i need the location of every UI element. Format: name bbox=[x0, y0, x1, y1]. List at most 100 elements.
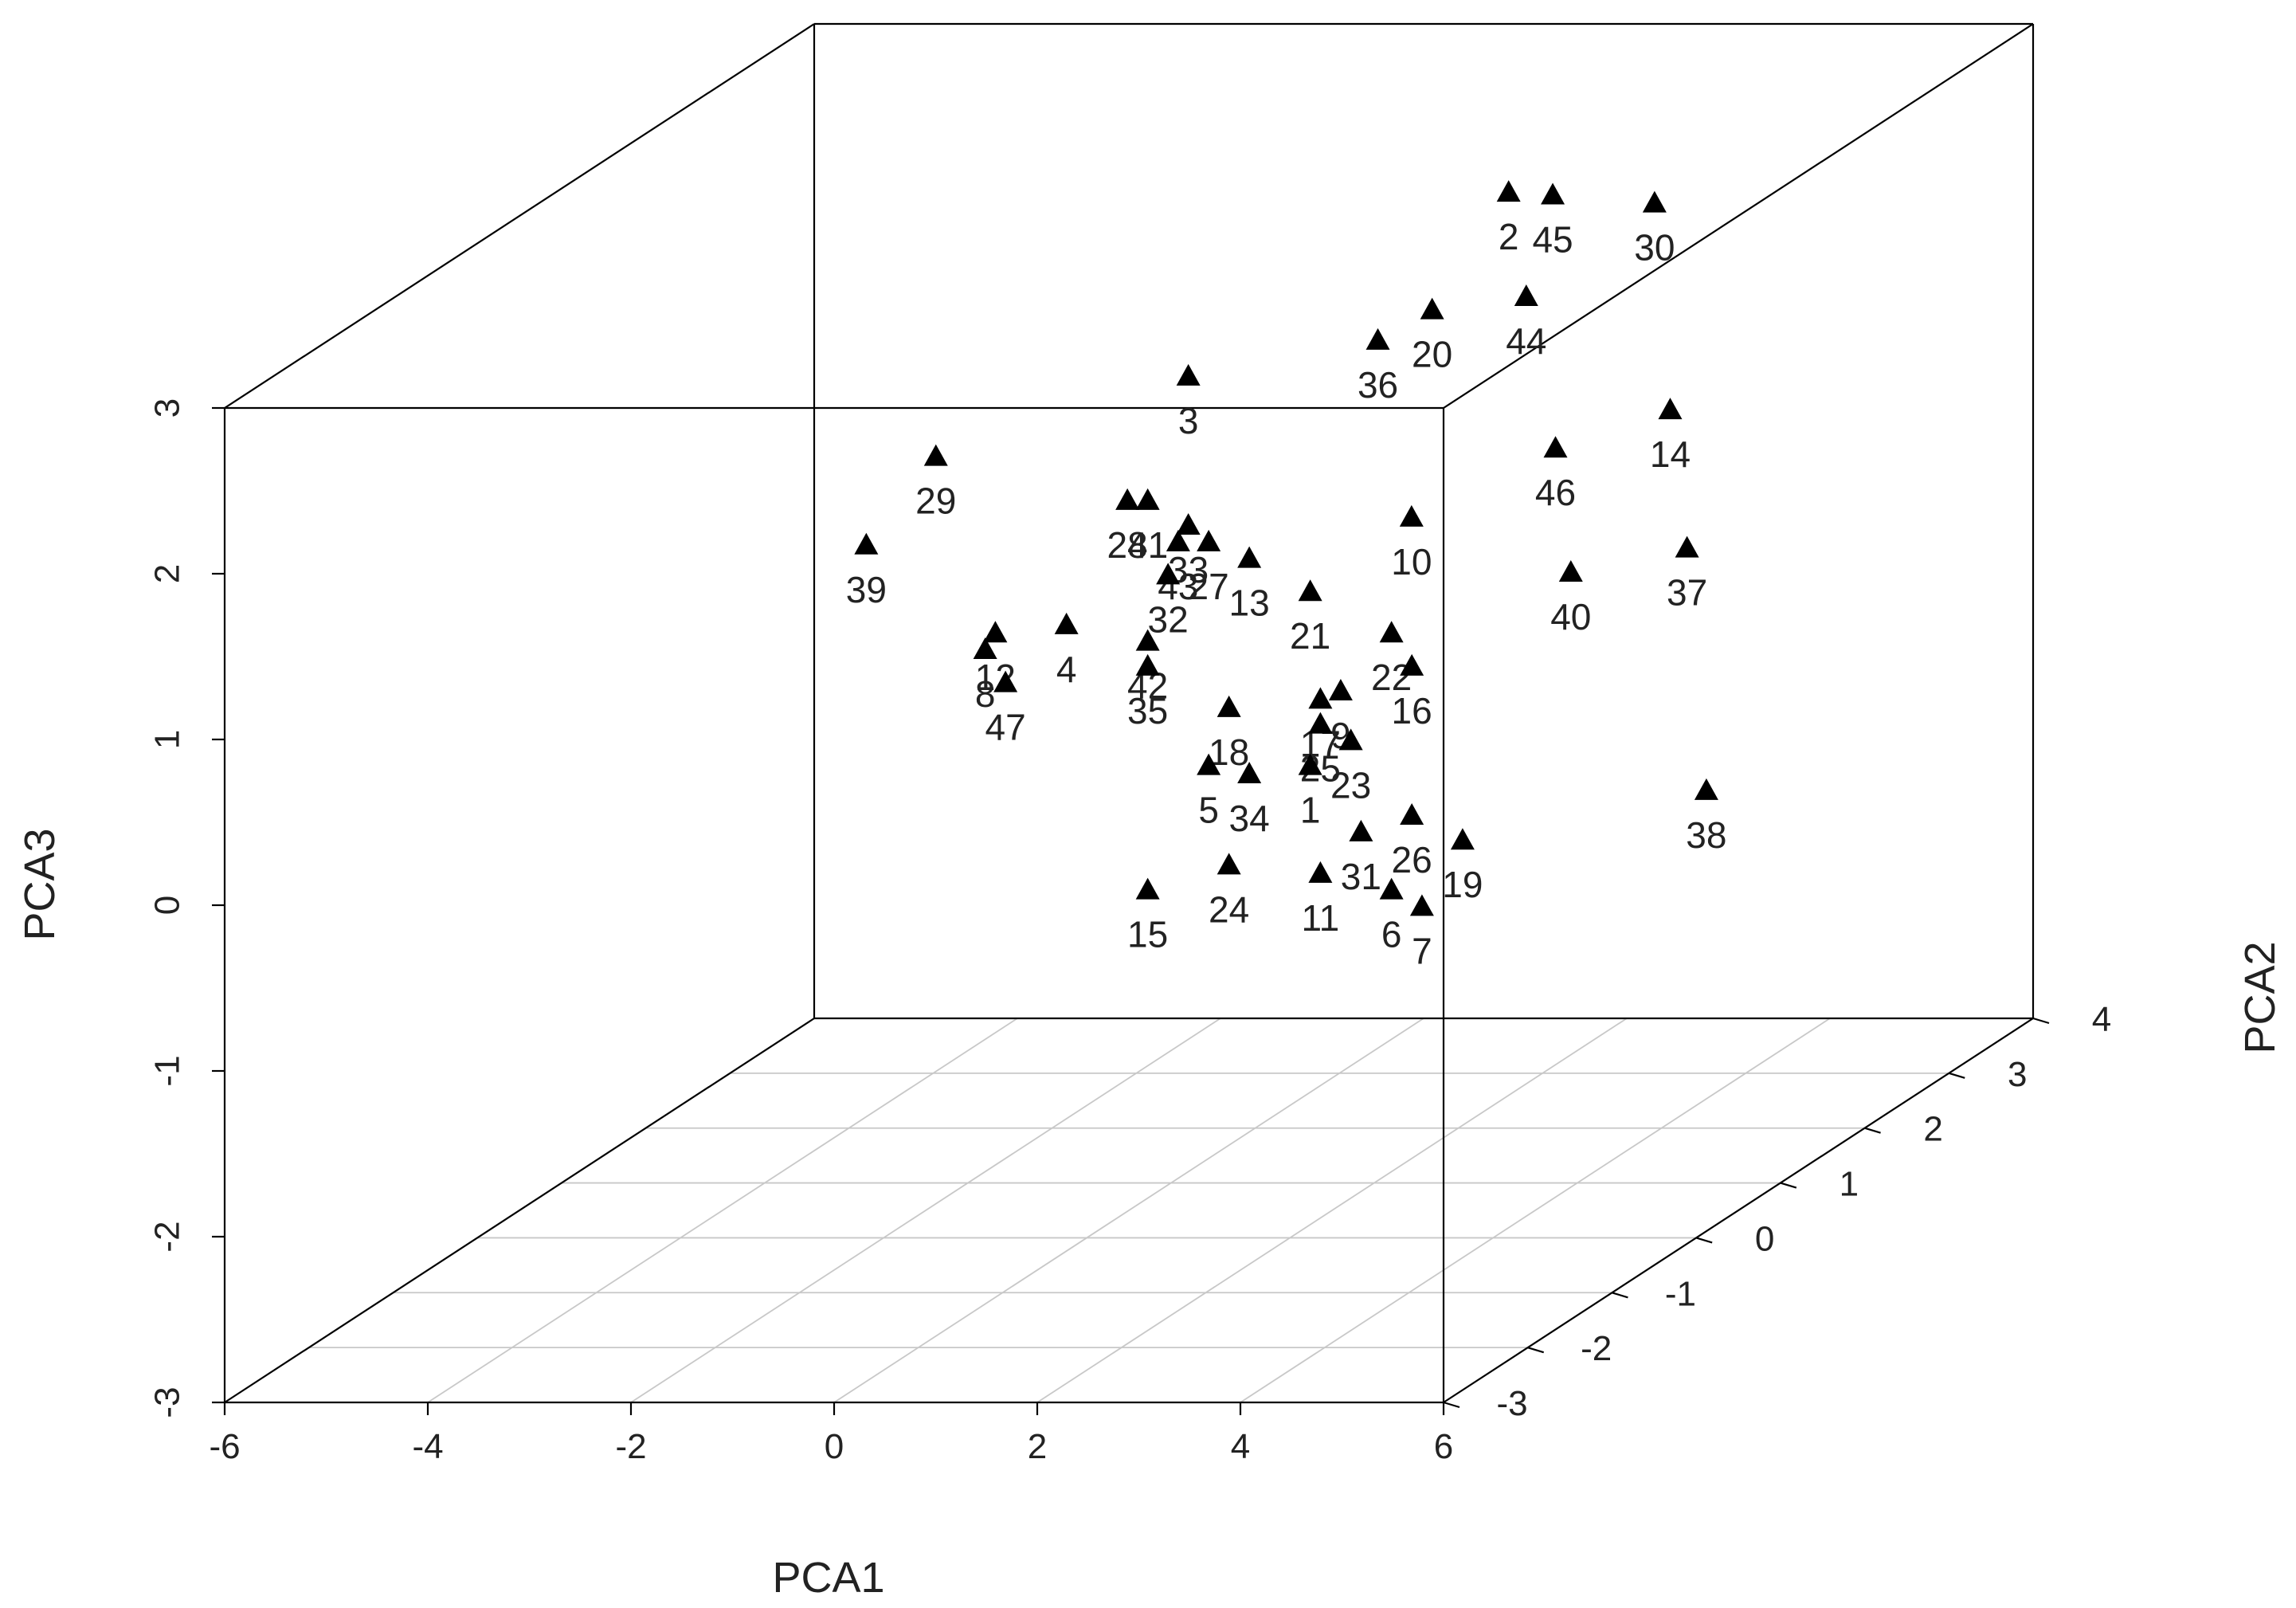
data-point-label: 21 bbox=[1290, 615, 1330, 657]
y-tick bbox=[1695, 1237, 1713, 1244]
data-point bbox=[1176, 363, 1201, 386]
data-point-label: 14 bbox=[1650, 433, 1691, 475]
data-point bbox=[1400, 653, 1424, 676]
z-tick-label: -2 bbox=[148, 1221, 187, 1252]
data-point bbox=[854, 532, 879, 555]
floor-grid-line-x bbox=[833, 1018, 1424, 1403]
x-tick-label: 4 bbox=[1231, 1427, 1250, 1466]
data-point-label: 28 bbox=[1107, 524, 1148, 566]
floor-grid-line-x bbox=[630, 1018, 1221, 1403]
data-point-label: 41 bbox=[1127, 524, 1168, 566]
data-point-label: 45 bbox=[1532, 218, 1573, 260]
data-point bbox=[1166, 529, 1190, 551]
data-point-label: 46 bbox=[1535, 472, 1576, 513]
data-point-label: 36 bbox=[1358, 364, 1398, 406]
box-edge bbox=[1443, 23, 2034, 409]
z-tick-label: 1 bbox=[148, 730, 187, 749]
y-tick bbox=[1948, 1072, 1965, 1079]
data-point bbox=[1237, 762, 1262, 784]
z-tick-label: 2 bbox=[148, 564, 187, 583]
x-tick-label: -2 bbox=[615, 1427, 646, 1466]
data-point bbox=[983, 621, 1008, 643]
data-point-label: 35 bbox=[1127, 690, 1168, 731]
data-point-label: 27 bbox=[1189, 566, 1229, 607]
data-point-label: 29 bbox=[915, 480, 956, 522]
y-tick bbox=[1864, 1127, 1881, 1134]
data-point bbox=[993, 670, 1018, 692]
data-point-label: 26 bbox=[1392, 839, 1432, 880]
data-point-label: 47 bbox=[985, 707, 1026, 748]
data-point-label: 6 bbox=[1381, 914, 1402, 955]
data-point bbox=[1054, 612, 1079, 634]
data-point-label: 40 bbox=[1550, 596, 1591, 637]
floor-grid-line-x bbox=[1036, 1018, 1628, 1403]
y-axis-title: PCA2 bbox=[2236, 941, 2284, 1053]
data-point-label: 7 bbox=[1412, 930, 1432, 971]
data-point bbox=[1338, 728, 1363, 751]
data-point bbox=[1642, 190, 1667, 213]
data-point-label: 44 bbox=[1506, 320, 1546, 362]
data-point bbox=[1450, 828, 1475, 850]
data-point bbox=[1135, 653, 1160, 676]
data-point bbox=[1135, 488, 1160, 510]
data-point bbox=[1308, 712, 1333, 734]
data-point-label: 30 bbox=[1634, 227, 1675, 269]
x-tick-label: 6 bbox=[1434, 1427, 1453, 1466]
data-point bbox=[1349, 819, 1373, 841]
data-point bbox=[1115, 488, 1140, 510]
data-point-label: 31 bbox=[1341, 856, 1381, 897]
floor-grid bbox=[308, 1018, 1949, 1403]
data-point bbox=[1514, 284, 1538, 307]
data-point bbox=[1308, 687, 1333, 709]
floor-grid-line-x bbox=[427, 1018, 1018, 1403]
y-tick-label: 1 bbox=[1840, 1165, 1859, 1204]
data-point bbox=[1135, 629, 1160, 651]
data-point bbox=[1176, 513, 1201, 535]
data-point-label: 8 bbox=[975, 673, 996, 715]
data-point-label: 2 bbox=[1499, 216, 1519, 257]
y-tick bbox=[1612, 1292, 1628, 1299]
z-tick-label: -3 bbox=[148, 1386, 187, 1418]
data-point bbox=[1541, 182, 1565, 205]
data-point-label: 19 bbox=[1442, 864, 1483, 905]
data-point bbox=[1496, 180, 1521, 202]
data-point-label: 5 bbox=[1198, 790, 1219, 831]
z-tick-label: 3 bbox=[148, 398, 187, 418]
data-point-label: 10 bbox=[1391, 541, 1432, 582]
data-point bbox=[1399, 504, 1424, 527]
data-point-label: 13 bbox=[1229, 582, 1270, 624]
data-point-label: 4 bbox=[1056, 649, 1077, 690]
z-tick-label: -1 bbox=[148, 1055, 187, 1086]
data-point bbox=[1298, 579, 1322, 602]
data-point-label: 24 bbox=[1209, 888, 1249, 930]
x-tick-label: 0 bbox=[825, 1427, 844, 1466]
x-tick-label: -6 bbox=[209, 1427, 240, 1466]
z-axis-title: PCA3 bbox=[16, 828, 64, 940]
data-point-label: 15 bbox=[1127, 914, 1168, 955]
data-point bbox=[1543, 436, 1568, 458]
data-point-label: 3 bbox=[1178, 400, 1199, 441]
data-point bbox=[1365, 327, 1390, 350]
data-point-label: 34 bbox=[1229, 798, 1270, 839]
data-point bbox=[1135, 877, 1160, 900]
y-tick bbox=[1780, 1182, 1797, 1189]
data-point-label: 16 bbox=[1392, 690, 1432, 731]
data-point-label: 32 bbox=[1148, 598, 1189, 640]
data-point bbox=[1420, 297, 1444, 320]
data-point bbox=[1379, 877, 1404, 900]
data-point bbox=[1328, 679, 1353, 701]
data-point-label: 20 bbox=[1412, 334, 1452, 375]
y-tick-label: -1 bbox=[1665, 1274, 1696, 1313]
data-point bbox=[1217, 853, 1241, 875]
y-tick-label: 2 bbox=[1923, 1110, 1942, 1149]
y-tick-label: -2 bbox=[1581, 1329, 1612, 1368]
data-point-label: 1 bbox=[1300, 790, 1321, 831]
data-point bbox=[1308, 861, 1333, 883]
y-tick bbox=[2032, 1017, 2050, 1025]
data-point bbox=[1197, 753, 1221, 775]
y-tick-label: 4 bbox=[2092, 1000, 2111, 1039]
box-edge bbox=[224, 1018, 815, 1403]
x-tick-label: 2 bbox=[1028, 1427, 1047, 1466]
